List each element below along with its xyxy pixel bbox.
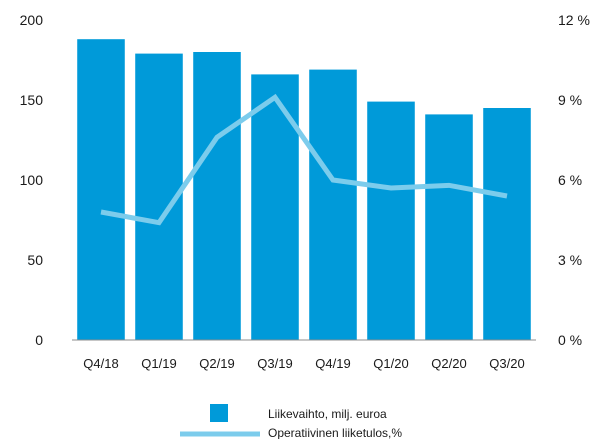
left-axis-ticks: 0 50 100 150 200 (20, 12, 44, 348)
operating-margin-line (100, 93, 508, 226)
y-right-tick-label: 9 % (558, 92, 582, 108)
x-tick-label: Q4/18 (83, 356, 118, 371)
x-tick-label: Q1/20 (373, 356, 408, 371)
bar-Q2-19 (193, 52, 241, 340)
y-right-tick-label: 6 % (558, 172, 582, 188)
bar-Q2-20 (425, 114, 473, 341)
line-series (100, 93, 508, 226)
y-left-tick-label: 200 (20, 12, 44, 28)
bar-Q3-20 (483, 108, 531, 340)
y-left-tick-label: 50 (27, 252, 43, 268)
y-left-tick-label: 100 (20, 172, 44, 188)
x-tick-label: Q2/19 (199, 356, 234, 371)
bar-Q3-19 (251, 74, 299, 341)
legend-line-label: Operatiivinen liiketulos,% (268, 426, 402, 439)
y-right-tick-label: 12 % (558, 12, 590, 28)
y-left-tick-label: 150 (20, 92, 44, 108)
legend-bar-swatch (210, 404, 228, 422)
y-left-tick-label: 0 (35, 332, 43, 348)
legend: Liikevaihto, milj. euroa Operatiivinen l… (180, 404, 402, 439)
x-tick-label: Q4/19 (315, 356, 350, 371)
y-right-tick-label: 3 % (558, 252, 582, 268)
bar-Q4-18 (77, 39, 125, 340)
category-labels: Q4/18 Q1/19 Q2/19 Q3/19 Q4/19 Q1/20 Q2/20 Q3/20 (83, 356, 524, 371)
right-axis-ticks: 0 % 3 % 6 % 9 % 12 % (558, 12, 590, 348)
bar-Q4-19 (309, 69, 357, 340)
x-tick-label: Q2/20 (431, 356, 466, 371)
x-tick-label: Q3/19 (257, 356, 292, 371)
x-tick-label: Q1/19 (141, 356, 176, 371)
legend-bar-label: Liikevaihto, milj. euroa (268, 407, 387, 421)
y-right-tick-label: 0 % (558, 332, 582, 348)
bar-Q1-20 (367, 101, 415, 340)
x-tick-label: Q3/20 (489, 356, 524, 371)
